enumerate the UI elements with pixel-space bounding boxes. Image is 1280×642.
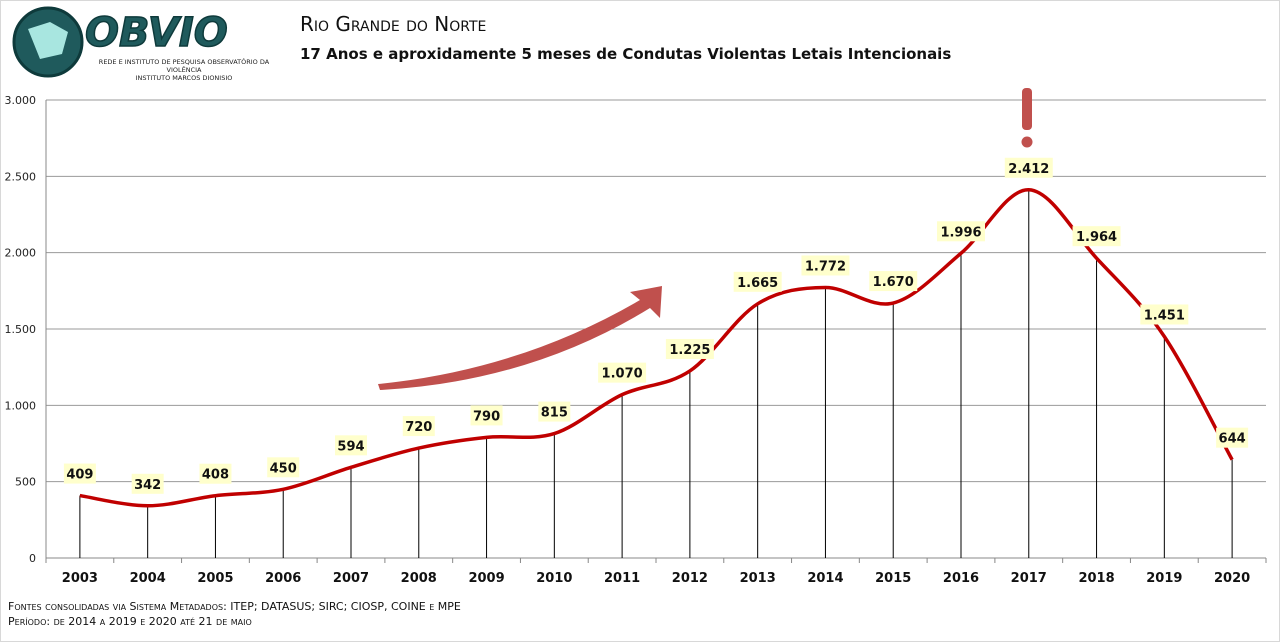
x-tick-label: 2017 (1011, 571, 1047, 586)
data-label: 2.412 (1008, 162, 1049, 177)
x-tick-label: 2010 (536, 571, 572, 586)
series-line (79, 188, 1234, 508)
data-label-bg (402, 416, 435, 437)
data-label-bg (199, 463, 232, 484)
x-tick-label: 2014 (807, 571, 843, 586)
data-label: 1.665 (737, 276, 778, 291)
x-tick-label: 2005 (197, 571, 233, 586)
x-tick-label: 2011 (604, 571, 640, 586)
data-label: 1.772 (805, 259, 846, 274)
data-label: 790 (473, 409, 500, 424)
data-label: 594 (337, 439, 364, 454)
y-tick-label: 0 (29, 552, 36, 565)
period-note: Período: de 2014 a 2019 e 2020 até 21 de… (8, 615, 252, 628)
data-label-bg (1216, 427, 1249, 448)
x-tick-label: 2019 (1146, 571, 1182, 586)
data-label-bg (598, 362, 647, 383)
data-label-bg (1072, 226, 1121, 247)
obvio-logo: OBVIO (10, 4, 290, 88)
data-label: 644 (1219, 432, 1246, 447)
data-label-bg (1140, 304, 1189, 325)
data-label: 1.225 (669, 343, 710, 358)
x-tick-label: 2007 (333, 571, 369, 586)
sources-note: Fontes consolidadas via Sistema Metadado… (8, 600, 461, 613)
y-tick-label: 1.500 (5, 323, 37, 336)
x-tick-label: 2008 (401, 571, 437, 586)
x-tick-label: 2006 (265, 571, 301, 586)
y-tick-label: 2.000 (5, 247, 37, 260)
data-label: 1.451 (1144, 308, 1185, 323)
data-label: 450 (270, 461, 297, 476)
logo-lettering: OBVIO (85, 10, 228, 56)
data-label-bg (801, 255, 850, 276)
y-tick-label: 1.000 (5, 399, 37, 412)
data-label-bg (63, 463, 96, 484)
data-label: 1.996 (940, 225, 981, 240)
x-tick-label: 2013 (740, 571, 776, 586)
x-tick-label: 2016 (943, 571, 979, 586)
logo-caption-2: INSTITUTO MARCOS DIONISIO (135, 74, 233, 82)
x-tick-label: 2015 (875, 571, 911, 586)
y-tick-label: 500 (15, 476, 36, 489)
x-tick-label: 2012 (672, 571, 708, 586)
x-tick-label: 2020 (1214, 571, 1250, 586)
data-label-bg (869, 271, 918, 292)
x-tick-label: 2003 (62, 571, 98, 586)
y-tick-label: 2.500 (5, 170, 37, 183)
data-label-bg (733, 271, 782, 292)
data-label-bg (1004, 157, 1053, 178)
data-label: 1.070 (602, 367, 643, 382)
y-tick-label: 3.000 (5, 94, 37, 107)
data-label: 1.964 (1076, 230, 1117, 245)
chart-subtitle: 17 Anos e aproxidamente 5 meses de Condu… (300, 45, 952, 63)
chart-title: Rio Grande do Norte (300, 12, 487, 36)
x-tick-label: 2018 (1078, 571, 1114, 586)
data-label: 408 (202, 468, 229, 483)
x-tick-label: 2009 (468, 571, 504, 586)
logo-caption-1: REDE E INSTITUTO DE PESQUISA OBSERVATÓRI… (98, 58, 270, 74)
data-label-bg (538, 401, 571, 422)
x-tick-label: 2004 (130, 571, 166, 586)
data-label: 342 (134, 478, 161, 493)
logo-caption: REDE E INSTITUTO DE PESQUISA OBSERVATÓRI… (85, 58, 283, 82)
data-label: 1.670 (873, 275, 914, 290)
data-label-bg (131, 473, 164, 494)
data-label: 409 (66, 468, 93, 483)
data-label-bg (937, 221, 985, 242)
data-label: 720 (405, 420, 432, 435)
data-label-bg (335, 435, 367, 456)
exclamation-annotation: ! (1021, 88, 1033, 148)
data-label-bg (665, 338, 714, 359)
data-label-bg (470, 405, 503, 426)
data-label: 815 (541, 406, 568, 421)
data-label-bg (267, 457, 300, 478)
